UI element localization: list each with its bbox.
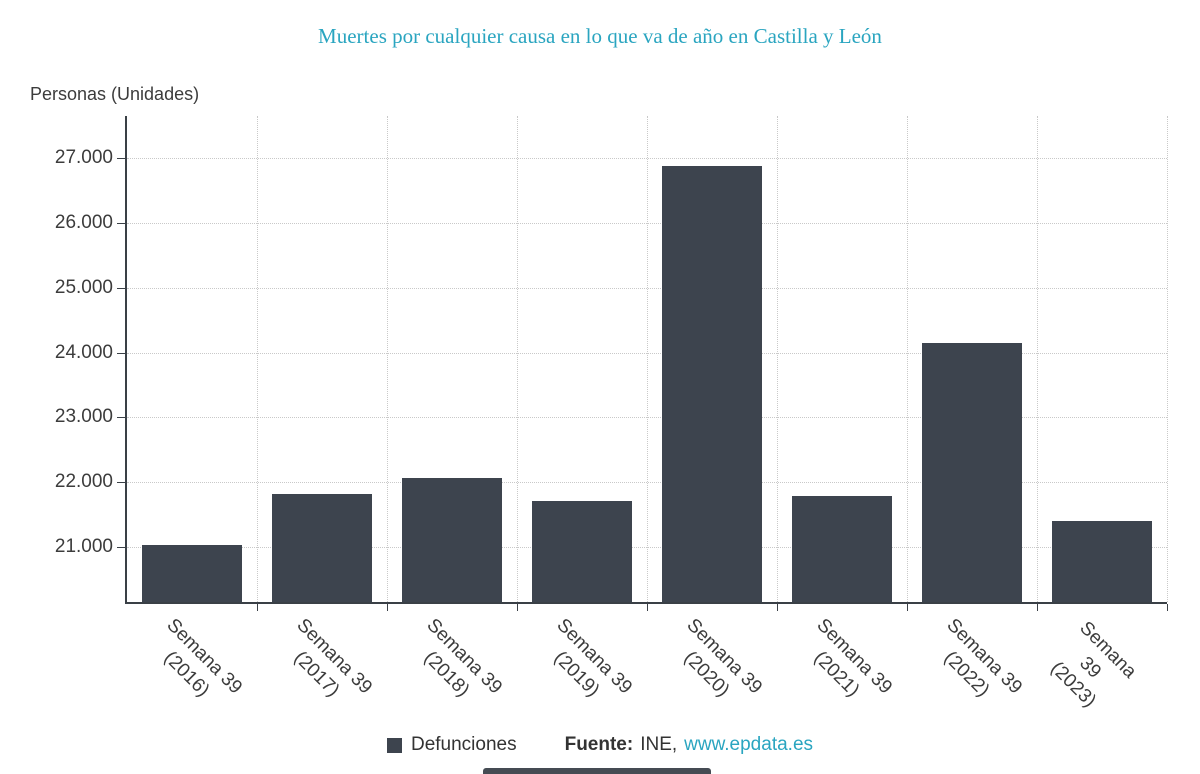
bar-semana-39-2023- — [1052, 521, 1152, 602]
plot-area: 21.000 22.000 23.000 24.000 25.000 26.000 27.0… — [55, 116, 1168, 712]
x-gridline — [1037, 116, 1038, 602]
bar-semana-39-2021- — [792, 496, 892, 602]
bar-semana-39-2020- — [662, 165, 762, 602]
y-tick-mark — [117, 352, 125, 354]
x-gridline — [647, 116, 648, 602]
source-label: Fuente: — [564, 734, 634, 755]
bar-semana-39-2022- — [922, 342, 1022, 602]
y-tick-label: 21.000 — [54, 535, 113, 557]
x-tick-mark — [647, 604, 648, 611]
y-tick-mark — [117, 222, 125, 224]
y-tick-mark — [117, 482, 125, 484]
y-tick-mark — [117, 417, 125, 419]
x-tick-label: Semana 39 (2022) — [939, 614, 1027, 701]
x-gridline — [257, 116, 258, 602]
bottom-crop-artifact — [483, 768, 711, 774]
bar-semana-39-2017- — [272, 494, 372, 602]
x-gridline — [517, 116, 518, 602]
x-tick-mark — [1167, 604, 1168, 611]
bar-semana-39-2019- — [532, 500, 632, 602]
x-tick-mark — [907, 604, 908, 611]
source-link[interactable]: www.epdata.es — [684, 734, 814, 755]
x-gridline — [907, 116, 908, 602]
x-tick-mark — [1037, 604, 1038, 611]
x-tick-mark — [257, 604, 258, 611]
x-tick-mark — [517, 604, 518, 611]
x-tick-label: Semana 39 (2018) — [419, 614, 507, 701]
x-tick-label: Semana 39 (2019) — [549, 614, 637, 701]
y-tick-mark — [117, 287, 125, 289]
x-tick-label: Semana 39 (2020) — [679, 614, 767, 701]
x-tick-label: Semana 39 (2016) — [159, 614, 247, 701]
legend: Defunciones Fuente: INE, www.epdata.es — [0, 734, 1200, 756]
y-axis-title: Personas (Unidades) — [30, 84, 200, 104]
legend-label-defunciones: Defunciones — [410, 734, 517, 755]
bar-semana-39-2018- — [402, 477, 502, 602]
x-tick-mark — [387, 604, 388, 611]
y-tick-label: 25.000 — [54, 276, 113, 298]
x-gridline — [777, 116, 778, 602]
x-gridline — [387, 116, 388, 602]
y-tick-label: 23.000 — [54, 406, 113, 428]
chart-title: Muertes por cualquier causa en lo que va… — [318, 24, 882, 48]
y-tick-mark — [117, 546, 125, 548]
y-tick-label: 22.000 — [54, 471, 113, 493]
x-tick-mark — [777, 604, 778, 611]
source-name: INE, — [640, 734, 678, 755]
x-tick-label: Semana 39 (2021) — [809, 614, 897, 701]
x-tick-label: Semana 39 (2023) — [1046, 617, 1141, 712]
y-tick-label: 26.000 — [54, 211, 113, 233]
y-tick-label: 24.000 — [54, 341, 113, 363]
x-tick-label: Semana 39 (2017) — [289, 614, 377, 701]
y-tick-label: 27.000 — [54, 147, 113, 169]
y-tick-mark — [117, 158, 125, 160]
bar-semana-39-2016- — [142, 544, 242, 602]
legend-swatch-defunciones — [386, 737, 402, 753]
x-gridline — [1167, 116, 1168, 602]
